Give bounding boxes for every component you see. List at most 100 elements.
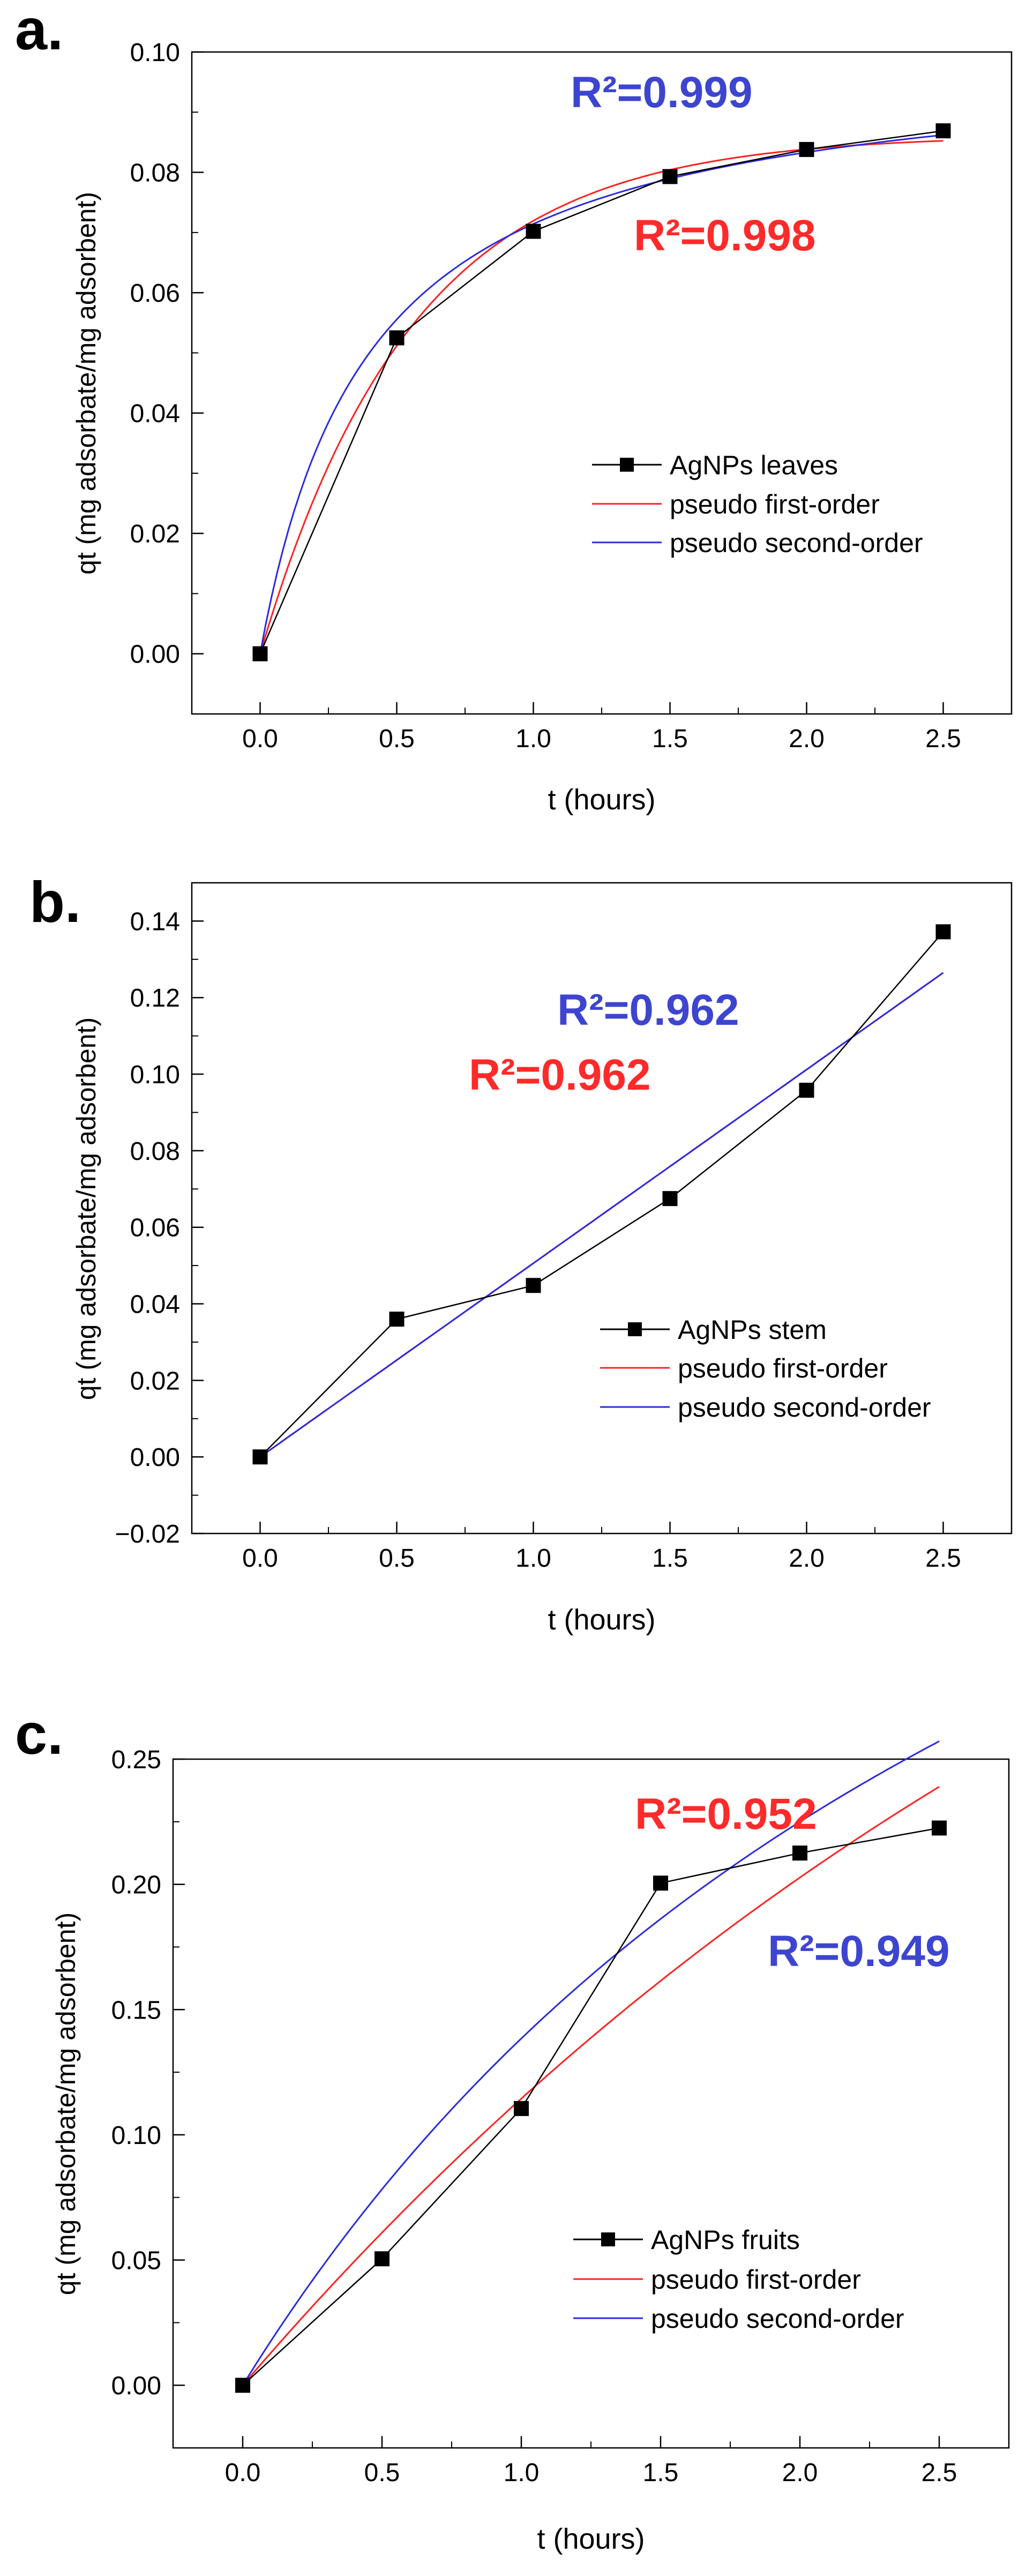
x-tick-label: 1.5	[652, 725, 688, 753]
panel-b-legend: AgNPs stem pseudo first-order pseudo sec…	[600, 1315, 931, 1423]
panel-b-y-axis-label: qt (mg adsorbate/mg adsorbent)	[71, 1017, 101, 1400]
y-tick-label: 0.25	[111, 1746, 161, 1774]
panel-c-r2-first-order: R²=0.952	[635, 1790, 817, 1838]
legend-label-data: AgNPs stem	[678, 1315, 827, 1345]
legend-marker-square	[628, 1322, 642, 1336]
y-tick-label: 0.20	[111, 1871, 161, 1900]
panel-c-x-axis-label: t (hours)	[537, 2523, 645, 2555]
panel-a-y-ticks: 0.00 0.02 0.04 0.06 0.08 0.10	[130, 39, 204, 669]
data-point	[389, 330, 405, 346]
panel-b-label: b.	[29, 869, 81, 934]
pseudo-second-order-curve	[259, 972, 944, 1458]
data-point	[932, 1820, 947, 1836]
pseudo-second-order-curve	[242, 1740, 940, 2386]
panel-b-r2-second-order: R²=0.962	[557, 986, 739, 1034]
panel-b-r2-first-order: R²=0.962	[469, 1051, 651, 1099]
x-tick-label: 2.0	[789, 1544, 825, 1573]
panel-c-x-ticks: 0.0 0.5 1.0 1.5 2.0 2.5	[225, 2436, 957, 2487]
panel-c-y-axis-label: qt (mg adsorbate/mg adsorbent)	[51, 1912, 81, 2295]
y-tick-label: 0.10	[130, 1061, 180, 1089]
legend-label-second-order: pseudo second-order	[651, 2304, 904, 2334]
panel-c-data-series	[235, 1820, 947, 2393]
data-series-line	[259, 931, 944, 1458]
y-tick-label: 0.14	[130, 907, 180, 936]
x-tick-label: 2.0	[782, 2459, 818, 2487]
data-point	[662, 1191, 678, 1207]
x-tick-label: 2.5	[925, 1544, 961, 1573]
y-tick-label: 0.02	[130, 1367, 180, 1395]
y-tick-label: 0.04	[130, 400, 180, 428]
x-tick-label: 1.5	[643, 2459, 679, 2487]
x-tick-label: 0.0	[242, 1544, 278, 1573]
legend-label-second-order: pseudo second-order	[670, 528, 923, 558]
data-point	[653, 1875, 668, 1891]
x-tick-label: 0.0	[225, 2459, 261, 2487]
x-tick-label: 1.0	[515, 725, 551, 753]
y-tick-label: 0.08	[130, 1137, 180, 1166]
data-point	[252, 646, 268, 661]
data-point	[514, 2101, 529, 2116]
y-tick-label: 0.06	[130, 1214, 180, 1242]
panel-a-r2-first-order: R²=0.998	[634, 211, 816, 260]
panel-c-legend: AgNPs fruits pseudo first-order pseudo s…	[573, 2225, 904, 2334]
panel-a-x-axis-label: t (hours)	[548, 784, 655, 816]
panel-a-y-axis-label: qt (mg adsorbate/mg adsorbent)	[71, 192, 101, 575]
data-point	[662, 169, 678, 184]
panel-a-fit-lines	[259, 134, 943, 654]
y-tick-label: 0.05	[111, 2247, 161, 2275]
data-series-line	[259, 130, 943, 654]
data-point	[935, 924, 951, 940]
data-point	[799, 1083, 814, 1098]
x-tick-label: 2.0	[789, 725, 825, 753]
x-tick-label: 2.5	[925, 725, 961, 753]
panel-b-x-axis-label: t (hours)	[548, 1604, 655, 1636]
y-tick-label: 0.04	[130, 1291, 180, 1319]
data-point	[375, 2251, 390, 2267]
data-point	[252, 1449, 268, 1465]
data-point	[935, 123, 951, 139]
panel-b-fit-lines	[259, 972, 944, 1458]
x-tick-label: 2.5	[922, 2459, 957, 2487]
panel-c: c. 0.0 0.5 1.0 1.5 2.0 2.5 0.000.050.100.150.…	[15, 1701, 1010, 2555]
panel-a-legend: AgNPs leaves pseudo first-order pseudo s…	[592, 450, 923, 558]
data-point	[799, 142, 814, 157]
data-point	[792, 1845, 807, 1861]
panel-c-y-ticks: 0.00 0.05 0.10 0.15 0.20 0.25	[111, 1746, 185, 2400]
panel-b: b. 0.0 0.5 1.0 1.5 2.0 2.5 −0.02 0.00 0.02 0.04 0…	[29, 869, 1013, 1636]
panel-b-plot-frame	[191, 882, 1013, 1535]
panel-a-plot-frame	[191, 51, 1013, 715]
legend-marker-square	[601, 2232, 615, 2246]
panel-c-fit-lines	[242, 1740, 940, 2386]
legend-marker-square	[620, 458, 634, 472]
panel-c-plot-frame	[172, 1758, 1010, 2449]
y-tick-label: 0.00	[130, 641, 180, 669]
panel-b-y-ticks: −0.02 0.00 0.02 0.04 0.06 0.08 0.10 0.12 0.14	[115, 907, 204, 1548]
panel-a-label: a.	[15, 0, 63, 62]
x-tick-label: 1.0	[504, 2459, 540, 2487]
legend-label-data: AgNPs fruits	[651, 2225, 800, 2255]
y-tick-label: 0.06	[130, 279, 180, 308]
y-tick-label: 0.12	[130, 984, 180, 1012]
legend-label-first-order: pseudo first-order	[678, 1353, 888, 1383]
data-point	[389, 1312, 405, 1327]
data-series-line	[242, 1827, 940, 2386]
panel-a: a. 0.0 0.5 1.0 1.5 2.0 2.5 0.000.020.040.060.…	[15, 0, 1013, 816]
y-tick-label: 0.00	[130, 1443, 180, 1472]
legend-label-second-order: pseudo second-order	[678, 1393, 931, 1423]
legend-label-first-order: pseudo first-order	[651, 2265, 861, 2295]
panel-c-label: c.	[15, 1701, 63, 1766]
data-point	[526, 224, 541, 239]
y-tick-label: 0.00	[111, 2372, 161, 2400]
x-tick-label: 0.5	[379, 725, 415, 753]
legend-label-data: AgNPs leaves	[670, 450, 838, 480]
y-tick-label: 0.10	[130, 39, 180, 67]
data-point	[526, 1278, 541, 1293]
x-tick-label: 0.5	[364, 2459, 400, 2487]
y-tick-label: −0.02	[115, 1520, 180, 1548]
x-tick-label: 0.0	[242, 725, 278, 753]
panel-c-r2-second-order: R²=0.949	[768, 1927, 950, 1976]
y-tick-label: 0.08	[130, 159, 180, 188]
y-tick-label: 0.15	[111, 1996, 161, 2024]
data-point	[235, 2378, 250, 2393]
